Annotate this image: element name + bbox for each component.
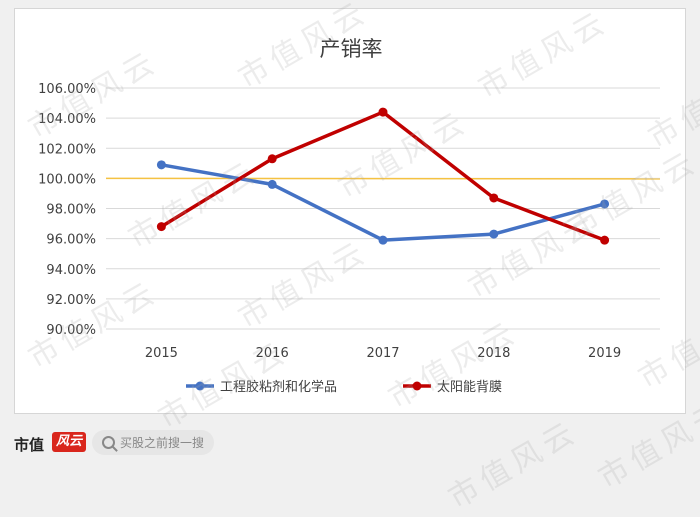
chart-frame: 产销率 90.00% 92.00% 94.00% 96.00% 98.00% 100.00%… xyxy=(14,8,686,414)
data-point xyxy=(378,107,388,117)
x-tick-label: 2019 xyxy=(588,346,621,361)
brand-logo: 风云 xyxy=(52,432,86,452)
data-point xyxy=(156,222,166,232)
search-box[interactable]: 买股之前搜一搜 xyxy=(92,430,214,455)
y-tick-label: 104.00% xyxy=(38,112,96,127)
data-point xyxy=(489,229,499,239)
data-point xyxy=(378,235,388,245)
footer-bar: 市值 风云 买股之前搜一搜 xyxy=(0,420,700,467)
reference-line xyxy=(105,177,661,180)
y-tick-label: 106.00% xyxy=(38,82,96,97)
legend-marker xyxy=(412,381,422,391)
y-tick-label: 102.00% xyxy=(38,142,96,157)
y-tick-label: 90.00% xyxy=(46,323,96,338)
x-tick-label: 2015 xyxy=(145,346,178,361)
search-placeholder: 买股之前搜一搜 xyxy=(120,436,205,450)
data-point xyxy=(600,199,610,209)
y-tick-label: 94.00% xyxy=(46,263,96,278)
y-tick-label: 96.00% xyxy=(46,233,96,248)
x-tick-label: 2016 xyxy=(256,346,289,361)
brand-name: 市值 xyxy=(14,436,45,454)
y-tick-label: 100.00% xyxy=(38,172,96,187)
x-tick-label: 2017 xyxy=(366,346,399,361)
data-point xyxy=(600,235,610,245)
search-icon xyxy=(102,436,115,449)
data-point xyxy=(156,160,166,170)
x-tick-label: 2018 xyxy=(477,346,510,361)
legend-label: 工程胶粘剂和化学品 xyxy=(220,379,337,395)
data-point xyxy=(267,154,277,164)
y-tick-label: 98.00% xyxy=(46,203,96,218)
line-chart: 产销率 90.00% 92.00% 94.00% 96.00% 98.00% 100.00%… xyxy=(38,37,661,395)
data-point xyxy=(267,179,277,189)
legend-label: 太阳能背膜 xyxy=(437,380,502,395)
data-point xyxy=(489,193,499,203)
y-tick-label: 92.00% xyxy=(46,293,96,308)
series-line-1 xyxy=(161,163,606,242)
legend-marker xyxy=(195,381,205,391)
chart-title: 产销率 xyxy=(320,37,383,61)
